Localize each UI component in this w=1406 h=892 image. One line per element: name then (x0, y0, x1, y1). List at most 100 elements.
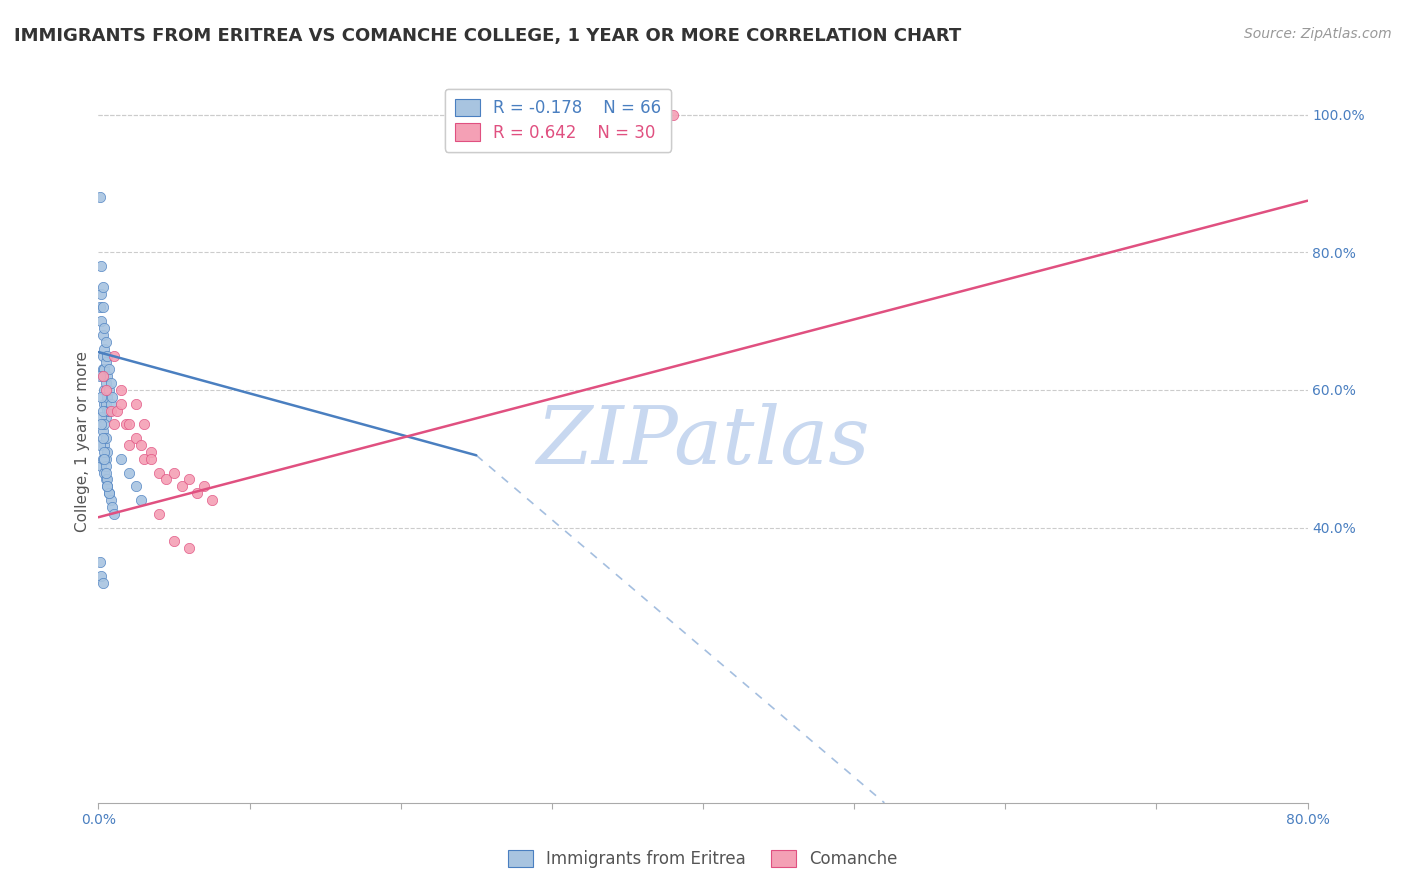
Y-axis label: College, 1 year or more: College, 1 year or more (75, 351, 90, 532)
Point (100, 376, 122, 390)
Point (125, 431, 148, 445)
Point (91, 431, 114, 445)
Point (163, 534, 186, 549)
Point (103, 417, 125, 432)
Point (132, 451, 155, 466)
Point (90, 410, 112, 425)
Point (90, 314, 112, 328)
Point (100, 397, 122, 411)
Point (93, 417, 115, 432)
Point (94, 376, 117, 390)
Point (98, 383, 121, 397)
Point (89, 438, 111, 452)
Point (132, 417, 155, 432)
Point (94, 334, 117, 349)
Point (193, 479, 215, 493)
Point (91, 362, 114, 376)
Point (96, 445, 118, 459)
Point (93, 438, 115, 452)
Point (89, 369, 111, 384)
Point (96, 479, 118, 493)
Point (90, 417, 112, 432)
Point (93, 445, 115, 459)
Point (125, 397, 148, 411)
Point (129, 438, 152, 452)
Point (201, 493, 224, 508)
Point (661, 108, 683, 122)
Point (101, 500, 124, 514)
Point (94, 472, 117, 486)
Point (105, 403, 128, 417)
Point (91, 327, 114, 342)
Point (91, 403, 114, 417)
Point (96, 479, 118, 493)
Point (93, 342, 115, 356)
Point (93, 321, 115, 335)
Point (91, 451, 114, 466)
Point (98, 486, 121, 500)
Point (118, 466, 141, 480)
Point (90, 259, 112, 273)
Point (91, 369, 114, 384)
Point (110, 383, 132, 397)
Text: IMMIGRANTS FROM ERITREA VS COMANCHE COLLEGE, 1 YEAR OR MORE CORRELATION CHART: IMMIGRANTS FROM ERITREA VS COMANCHE COLL… (14, 27, 962, 45)
Point (163, 466, 186, 480)
Point (129, 493, 152, 508)
Point (91, 424, 114, 438)
Point (103, 349, 125, 363)
Point (179, 541, 201, 556)
Point (91, 301, 114, 315)
Point (89, 301, 111, 315)
Text: Source: ZipAtlas.com: Source: ZipAtlas.com (1244, 27, 1392, 41)
Point (100, 403, 122, 417)
Point (94, 451, 117, 466)
Point (96, 349, 118, 363)
Point (93, 466, 115, 480)
Point (94, 397, 117, 411)
Point (94, 383, 117, 397)
Point (114, 417, 136, 432)
Point (89, 555, 111, 569)
Legend: R = -0.178    N = 66, R = 0.642    N = 30: R = -0.178 N = 66, R = 0.642 N = 30 (444, 88, 671, 152)
Point (93, 451, 115, 466)
Point (98, 486, 121, 500)
Point (94, 466, 117, 480)
Point (141, 445, 163, 459)
Point (93, 362, 115, 376)
Point (96, 403, 118, 417)
Point (148, 466, 170, 480)
Point (91, 349, 114, 363)
Point (148, 507, 170, 521)
Point (94, 410, 117, 425)
Point (94, 431, 117, 445)
Point (98, 403, 121, 417)
Point (89, 190, 111, 204)
Point (118, 438, 141, 452)
Point (96, 390, 118, 404)
Point (100, 493, 122, 508)
Point (93, 397, 115, 411)
Point (118, 417, 141, 432)
Point (110, 397, 132, 411)
Point (94, 458, 117, 473)
Point (101, 390, 124, 404)
Point (90, 568, 112, 582)
Legend: Immigrants from Eritrea, Comanche: Immigrants from Eritrea, Comanche (502, 843, 904, 875)
Point (186, 486, 208, 500)
Point (179, 472, 201, 486)
Point (96, 369, 118, 384)
Point (91, 279, 114, 293)
Point (96, 472, 118, 486)
Point (110, 451, 132, 466)
Point (93, 383, 115, 397)
Point (98, 362, 121, 376)
Point (90, 458, 112, 473)
Point (170, 479, 193, 493)
Point (155, 472, 177, 486)
Point (91, 575, 114, 590)
Point (94, 355, 117, 369)
Point (90, 286, 112, 301)
Text: ZIPatlas: ZIPatlas (536, 403, 870, 480)
Point (125, 479, 148, 493)
Point (141, 451, 163, 466)
